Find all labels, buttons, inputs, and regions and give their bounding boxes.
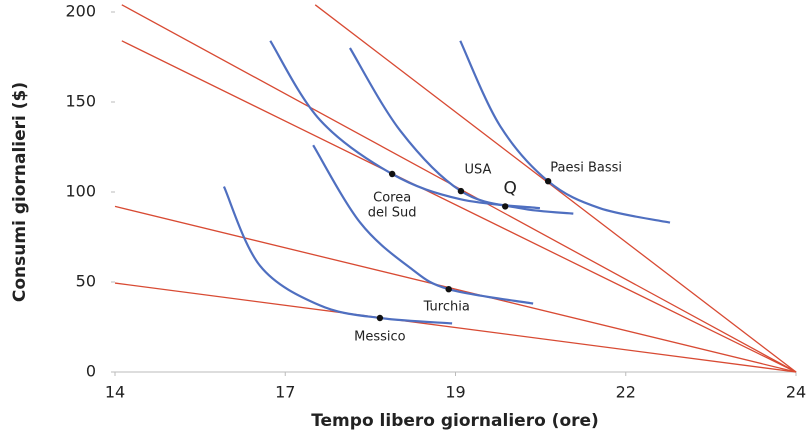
budget-line <box>314 4 797 373</box>
point <box>376 314 384 322</box>
point <box>388 170 396 178</box>
budget-line <box>114 282 797 373</box>
y-tick-label: 50 <box>76 272 96 291</box>
x-tick-label: 22 <box>616 383 636 402</box>
budget-line <box>114 205 797 373</box>
x-axis-title: Tempo libero giornaliero (ore) <box>311 411 599 431</box>
point-label: del Sud <box>368 206 417 221</box>
x-tick-label: 17 <box>275 383 295 402</box>
point <box>445 286 452 293</box>
point-label: Corea <box>373 191 411 206</box>
point <box>502 203 509 210</box>
indifference-curve <box>312 144 534 305</box>
point <box>457 187 465 195</box>
x-tick-label: 19 <box>445 383 465 402</box>
x-tick-label: 14 <box>105 383 125 402</box>
y-tick-label: 150 <box>65 92 96 111</box>
budget-line <box>121 40 797 373</box>
budget-line <box>121 4 797 373</box>
x-tick-label: 24 <box>786 383 806 402</box>
indifference-curve <box>349 47 574 215</box>
point-label: Paesi Bassi <box>550 161 622 176</box>
indifference-curve <box>222 186 453 325</box>
point-label: Messico <box>354 330 406 345</box>
point-label: USA <box>464 163 491 178</box>
point-label: Turchia <box>423 300 470 315</box>
point <box>544 178 552 185</box>
y-tick-label: 0 <box>86 362 96 381</box>
y-tick-label: 100 <box>65 182 96 201</box>
y-tick-label: 200 <box>65 2 96 21</box>
point-label: Q <box>504 178 517 198</box>
y-axis-title: Consumi giornalieri ($) <box>10 82 30 302</box>
